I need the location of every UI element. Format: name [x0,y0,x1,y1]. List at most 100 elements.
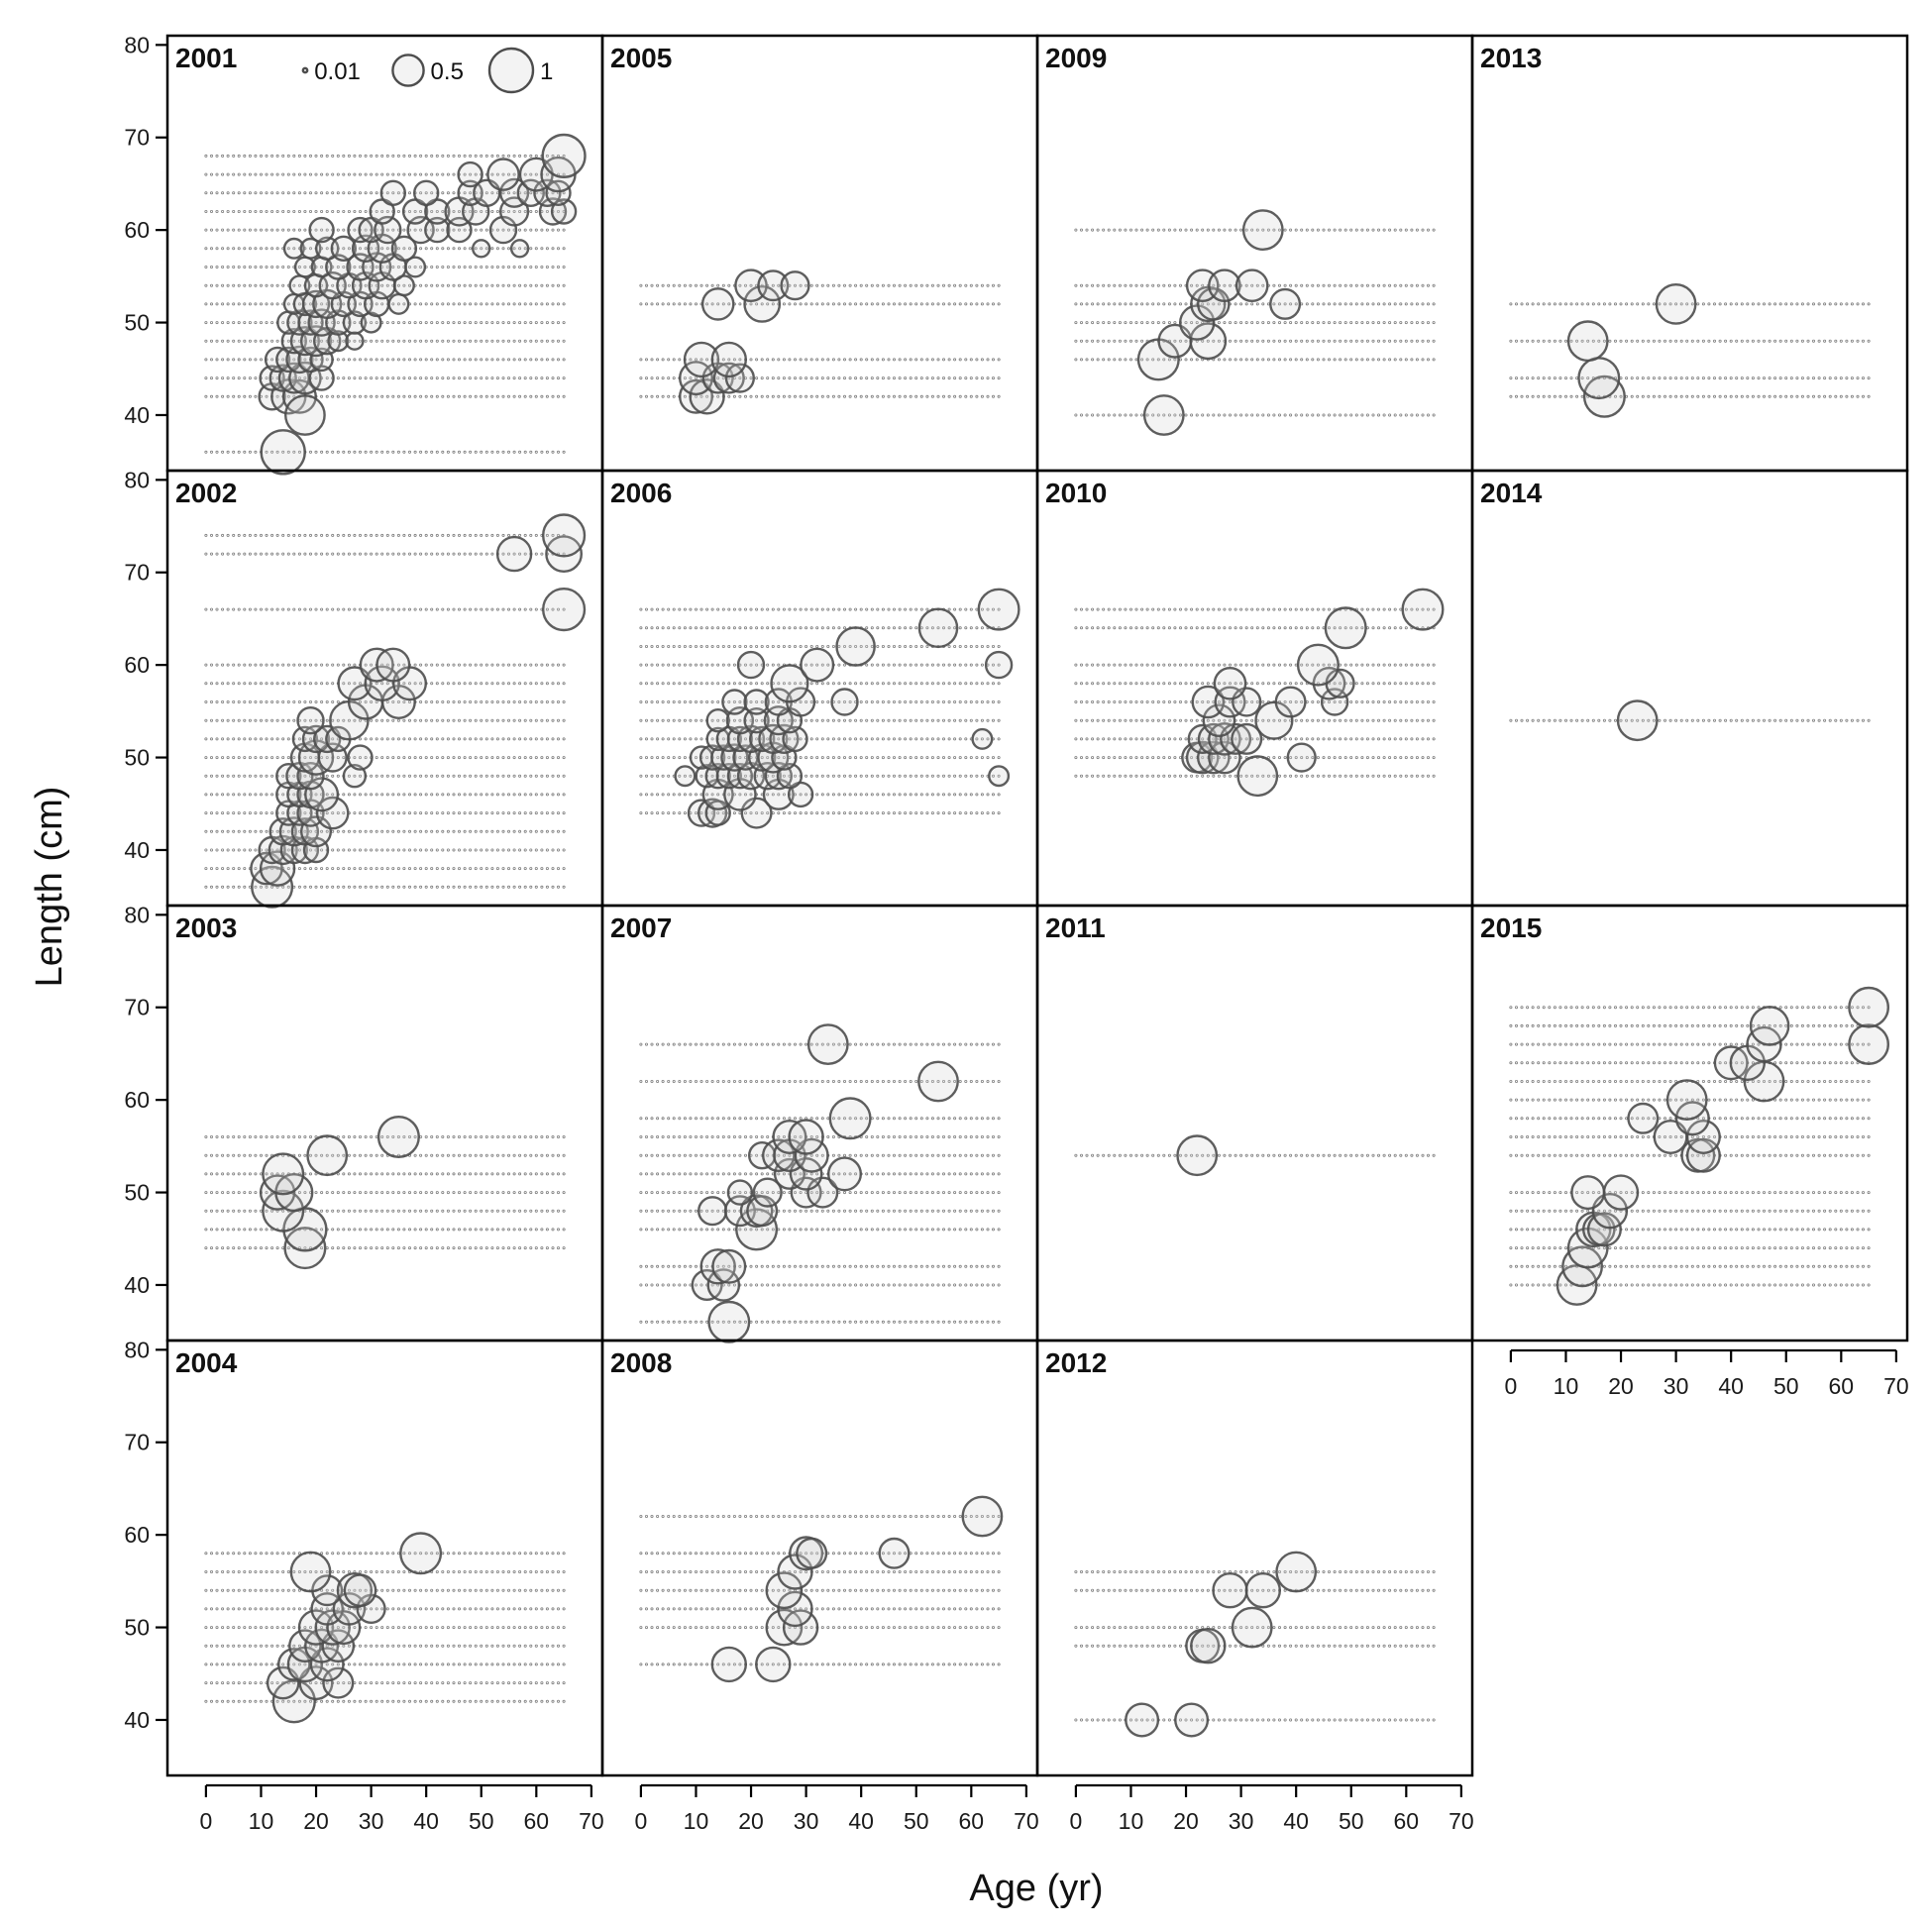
grid-point [430,885,434,889]
grid-point [221,774,225,778]
grid-point [865,1228,869,1232]
grid-point [512,394,516,398]
grid-point [876,358,880,362]
grid-point [545,663,549,667]
grid-point [430,829,434,833]
grid-point [760,358,764,362]
grid-point [914,626,918,630]
grid-point [551,1246,555,1250]
bubble-point [472,239,491,259]
grid-point [909,1320,912,1324]
grid-point [204,829,208,833]
grid-point [331,1570,335,1574]
grid-point [964,394,968,398]
grid-point [744,626,748,630]
grid-point [678,302,682,306]
grid-point [809,376,813,380]
grid-point [385,774,389,778]
grid-point [424,450,428,454]
grid-point [645,756,649,760]
grid-point [281,228,285,232]
grid-point [265,228,268,232]
grid-point [887,358,891,362]
grid-point [209,172,213,176]
grid-point [237,1570,241,1574]
grid-point [457,1153,461,1157]
grid-point [435,1626,439,1630]
grid-point [419,339,423,343]
grid-point [887,626,891,630]
grid-point [512,1246,516,1250]
grid-point [826,682,830,686]
grid-point [480,376,483,380]
grid-point [512,811,516,815]
grid-point [347,793,351,797]
grid-point [893,1264,897,1268]
grid-point [248,1228,252,1232]
grid-point [893,1283,897,1287]
grid-point [843,302,847,306]
grid-point [463,1681,467,1685]
grid-point [265,682,268,686]
grid-point [639,394,643,398]
grid-point [286,154,290,158]
grid-point [749,394,753,398]
grid-point [661,1191,665,1195]
grid-point [997,1320,1001,1324]
grid-point [997,302,1001,306]
grid-point [545,682,549,686]
grid-point [639,737,643,741]
grid-point [380,885,384,889]
grid-point [297,172,301,176]
grid-point [501,867,505,871]
grid-point [678,682,682,686]
grid-point [430,172,434,176]
grid-point [474,1246,478,1250]
grid-point [843,663,847,667]
grid-point [380,1552,384,1556]
grid-point [370,607,374,611]
grid-point [562,1153,566,1157]
grid-point [314,1191,318,1195]
grid-point [490,265,494,268]
grid-point [809,626,813,630]
grid-point [215,1209,219,1213]
grid-point [529,247,533,251]
grid-point [325,1246,329,1250]
grid-point [480,663,483,667]
grid-point [518,302,522,306]
grid-point [275,209,279,213]
grid-point [523,358,527,362]
grid-point [457,1172,461,1176]
grid-point [760,626,764,630]
grid-point [947,1191,951,1195]
grid-point [914,283,918,287]
grid-point [551,756,555,760]
grid-point [672,358,676,362]
bubble-point [917,607,959,649]
grid-point [749,1172,753,1176]
grid-point [325,700,329,704]
grid-point [385,172,389,176]
grid-point [215,1135,219,1139]
grid-point [275,394,279,398]
grid-point [545,1570,549,1574]
grid-point [375,552,378,556]
grid-point [457,358,461,362]
grid-point [557,885,561,889]
grid-point [407,1209,411,1213]
grid-point [969,811,973,815]
grid-point [297,1153,301,1157]
grid-point [512,793,516,797]
grid-point [226,283,230,287]
grid-point [463,1663,467,1666]
grid-point [232,1588,236,1592]
grid-point [484,1588,488,1592]
grid-point [639,1228,643,1232]
grid-point [380,1588,384,1592]
grid-point [760,376,764,380]
grid-point [656,283,660,287]
grid-point [661,626,665,630]
grid-point [209,1607,213,1611]
grid-point [540,811,544,815]
